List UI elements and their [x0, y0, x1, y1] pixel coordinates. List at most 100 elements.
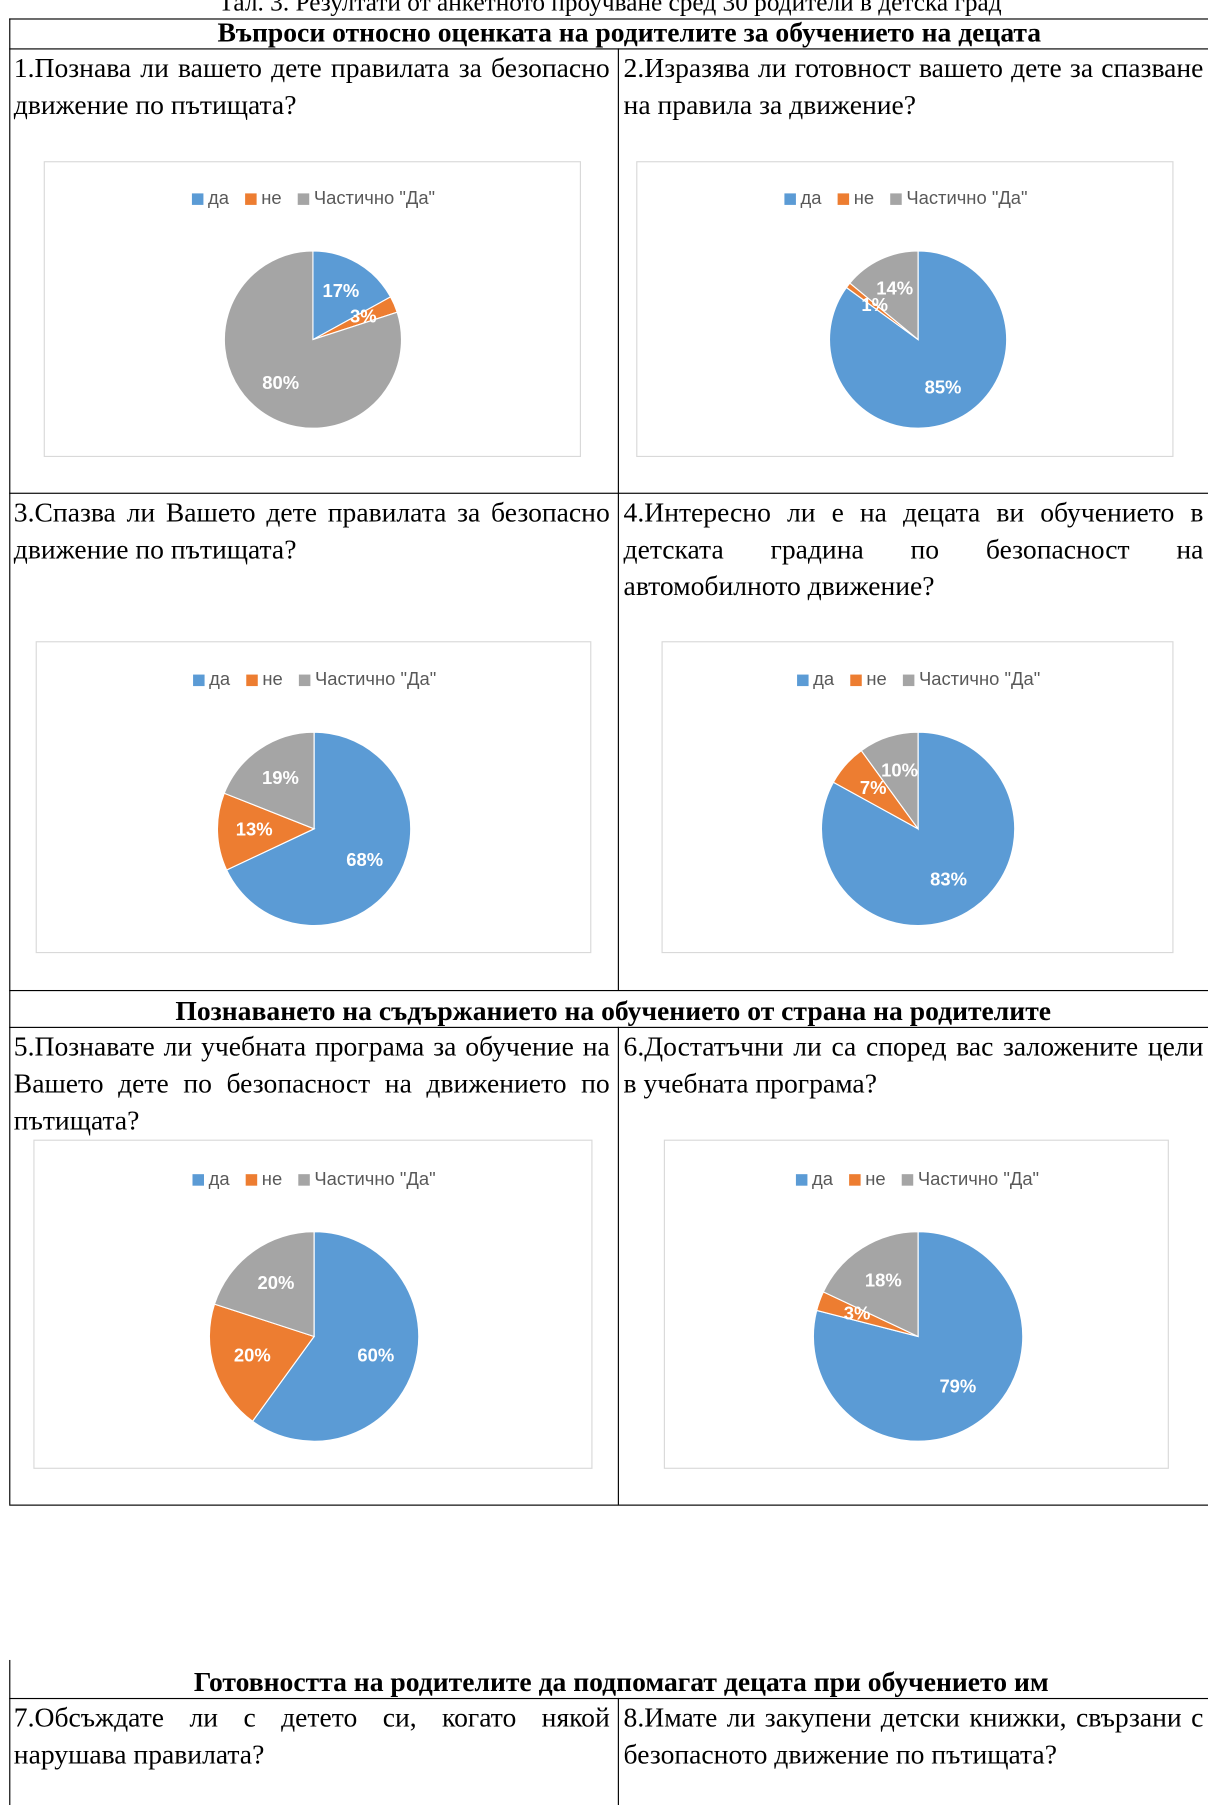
legend-label: Частично "Да" [315, 668, 436, 689]
legend-swatch [890, 193, 902, 205]
legend: да не Частично "Да" [784, 187, 1028, 208]
legend-label: не [262, 1168, 282, 1189]
legend-swatch [784, 193, 796, 205]
data-label: 7% [860, 777, 887, 798]
legend-label: Частично "Да" [314, 1168, 435, 1189]
legend-swatch [902, 674, 915, 687]
legend-label: да [801, 187, 823, 208]
legend-label: не [261, 187, 281, 208]
legend-label: да [209, 668, 231, 689]
legend-label: Частично "Да" [314, 187, 435, 208]
chart-box: да не Частично "Да" 83% 7% 10% [661, 641, 1174, 954]
legend-swatch [795, 1174, 808, 1186]
question: 5.Познавате ли учебната програма за обуч… [13, 1032, 610, 1137]
question: 1.Познава ли вашето дете правилата за бе… [13, 54, 610, 121]
legend-swatch [901, 1174, 914, 1186]
legend-label: Частично "Да" [919, 668, 1040, 689]
question: 8.Имате ли закупени детски книжки, свърз… [623, 1703, 1204, 1771]
pie-slice [820, 731, 1016, 927]
table-border [9, 1026, 1208, 1028]
chart-box: да не Частично "Да" 68% 13% 19% [35, 641, 592, 954]
data-label: 18% [865, 1270, 902, 1291]
legend-label: да [209, 1168, 231, 1189]
legend: да не Частично "Да" [797, 668, 1040, 689]
question: 7.Обсъждате ли с детето си, когато някой… [13, 1703, 610, 1771]
section-title: Познаването на съдържанието на обучениет… [175, 996, 1052, 1027]
question: 3.Спазва ли Вашето дете правилата за без… [13, 498, 610, 566]
legend-label: да [208, 187, 230, 208]
data-label: 3% [350, 306, 377, 327]
section-title: Готовността на родителите да подпомагат … [193, 1668, 1049, 1698]
table-border [9, 1659, 11, 1805]
chart-box: да не Частично "Да" 79% 3% 18% [663, 1139, 1169, 1469]
table-border [9, 18, 1208, 20]
table-border [9, 48, 1208, 50]
legend-label: не [854, 187, 874, 208]
legend-swatch [298, 1174, 310, 1186]
caption: Тал. 3. Резултати от анкетното проучване… [218, 0, 1002, 17]
data-label: 79% [939, 1376, 976, 1397]
pie-chart: да не Частично "Да" 17% 3% 80% [191, 187, 435, 429]
chart-box: да не Частично "Да" 60% 20% 20% [33, 1139, 593, 1469]
pie-slice [223, 250, 403, 429]
pie-chart: да не Частично "Да" 79% 3% 18% [795, 1168, 1039, 1442]
table-border [617, 48, 619, 990]
pie-slice [251, 1231, 420, 1442]
table-border [9, 1504, 1208, 1506]
table-border [617, 1697, 619, 1805]
table-border [9, 989, 1208, 992]
pie-chart: да не Частично "Да" 60% 20% 20% [192, 1168, 436, 1442]
pie-slice [225, 731, 412, 927]
legend: да не Частично "Да" [795, 1168, 1039, 1189]
legend-swatch [797, 674, 809, 687]
question: 4.Интересно ли е на децата ви обучението… [623, 498, 1204, 603]
pie-slice [812, 1231, 1024, 1442]
legend-label: Частично "Да" [906, 187, 1027, 208]
legend-label: да [813, 668, 835, 689]
legend-swatch [192, 1174, 204, 1186]
legend-swatch [246, 674, 258, 687]
legend-swatch [245, 193, 257, 205]
data-label: 20% [234, 1344, 271, 1365]
legend-swatch [298, 674, 311, 687]
table-border [617, 1026, 619, 1505]
legend-swatch [245, 1174, 258, 1186]
data-label: 20% [258, 1272, 295, 1293]
section-title: Въпроси относно оценката на родителите з… [217, 18, 1042, 49]
question: 6.Достатъчни ли са според вас заложените… [623, 1032, 1204, 1100]
data-label: 1% [861, 294, 888, 315]
legend-swatch [850, 674, 862, 687]
data-label: 68% [346, 849, 383, 870]
legend-label: не [865, 1168, 885, 1189]
chart-box: да не Частично "Да" 85% 1% 14% [636, 161, 1174, 458]
data-label: 17% [322, 280, 359, 301]
table-border [9, 18, 11, 1505]
data-label: 10% [881, 760, 918, 781]
legend-label: не [866, 668, 886, 689]
legend-label: да [812, 1168, 834, 1189]
legend-swatch [193, 674, 205, 687]
pie-chart: да не Частично "Да" 83% 7%10% [797, 668, 1040, 927]
pie-slice [213, 1231, 315, 1338]
pie-slice [849, 250, 919, 341]
pie-slice [216, 792, 316, 871]
pie-slice [208, 1303, 316, 1423]
pie-slice [822, 1231, 919, 1338]
question: 2.Изразява ли готовност вашето дете за с… [623, 54, 1204, 121]
pie-chart: да не Частично "Да" 68% 13% 19% [193, 668, 436, 927]
legend-swatch [849, 1174, 861, 1186]
pie-slice [860, 731, 919, 831]
table-border [9, 1697, 1208, 1700]
table-border [9, 492, 1208, 494]
pie-slice [312, 250, 392, 341]
data-label: 85% [925, 376, 962, 397]
legend-swatch [837, 193, 850, 205]
legend-swatch [297, 193, 310, 205]
data-label: 19% [262, 767, 299, 788]
legend-label: Частично "Да" [918, 1168, 1039, 1189]
pie-chart: да не Частично "Да" 85% 1%14% [784, 187, 1028, 429]
pie-slice [223, 731, 315, 830]
legend: да не Частично "Да" [192, 1168, 436, 1189]
